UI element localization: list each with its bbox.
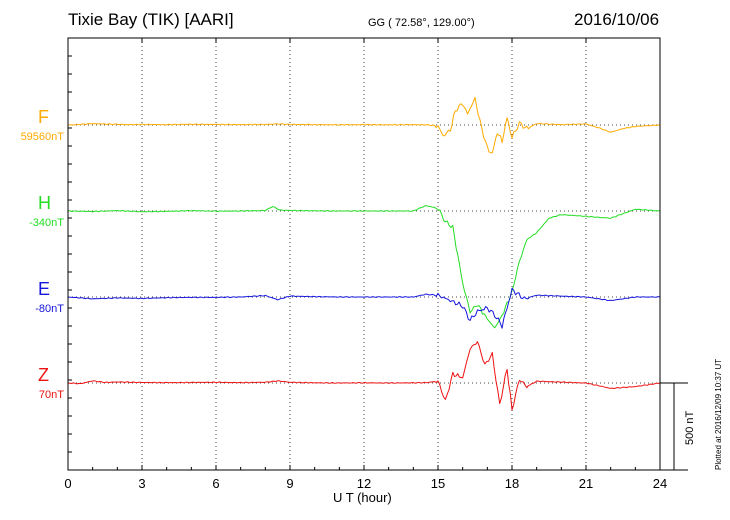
series-line-H	[67, 204, 661, 329]
series-line-E	[67, 287, 661, 329]
plotted-timestamp: Plotted at 2016/12/09 10:37 UT	[714, 358, 723, 470]
x-tick-label-6: 6	[212, 476, 219, 491]
series-traces	[67, 96, 661, 411]
series-name-E: E	[38, 279, 51, 299]
x-tick-label-24: 24	[653, 476, 667, 491]
x-tick-label-9: 9	[286, 476, 293, 491]
series-baseline-F: 59560nT	[20, 131, 64, 143]
x-tick-label-12: 12	[357, 476, 371, 491]
series-line-F	[67, 96, 661, 154]
x-tick-label-18: 18	[505, 476, 519, 491]
series-baseline-E: -80nT	[35, 303, 64, 315]
x-tick-label-21: 21	[579, 476, 593, 491]
x-axis-label: U T (hour)	[333, 490, 392, 505]
series-baseline-H: -340nT	[29, 217, 64, 229]
plot-date: 2016/10/06	[574, 10, 660, 29]
axis-ticks: 0 3 6 9 12 15 18 21 24	[64, 38, 667, 491]
station-title: Tixie Bay (TIK) [AARI]	[68, 10, 234, 29]
scale-bar-label: 500 nT	[684, 410, 696, 445]
series-baseline-Z: 70nT	[38, 389, 64, 401]
grid-lines	[141, 38, 587, 470]
series-name-H: H	[38, 193, 51, 213]
station-coordinates: GG ( 72.58°, 129.00°)	[368, 17, 475, 29]
series-name-F: F	[38, 107, 49, 127]
x-tick-label-15: 15	[431, 476, 445, 491]
series-name-Z: Z	[38, 365, 49, 385]
scale-bar	[660, 382, 688, 471]
x-tick-label-0: 0	[64, 476, 71, 491]
x-tick-label-3: 3	[138, 476, 145, 491]
series-line-Z	[67, 341, 661, 411]
